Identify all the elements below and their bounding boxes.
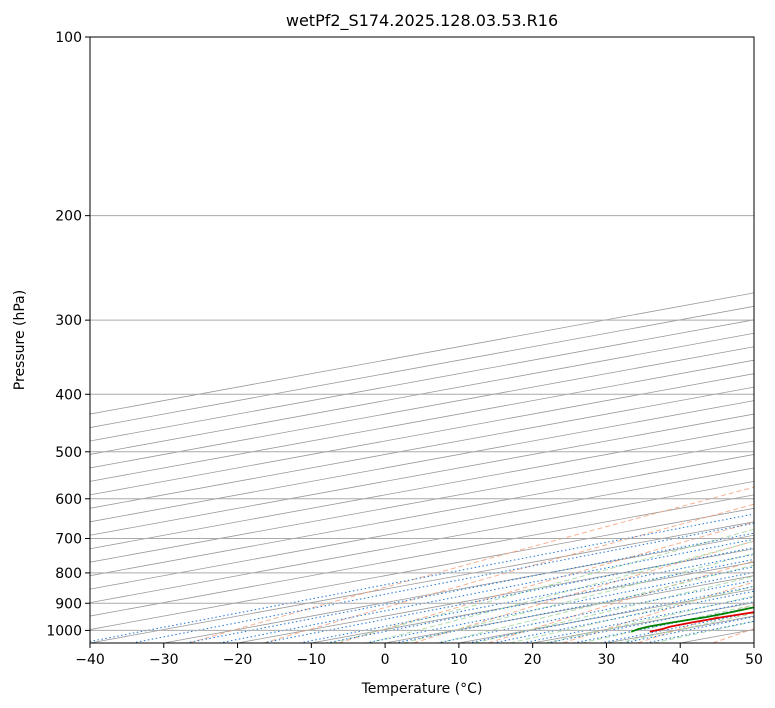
y-tick-label: 200 xyxy=(55,209,82,225)
mixing-ratio-line xyxy=(132,522,754,643)
x-tick-label: −30 xyxy=(149,652,179,668)
y-tick-label: 500 xyxy=(55,445,82,461)
isotherm-line xyxy=(90,332,754,455)
isotherm-line xyxy=(90,507,754,630)
mixing-ratio-line xyxy=(436,579,754,643)
x-tick-label: −10 xyxy=(297,652,327,668)
x-tick-label: −40 xyxy=(75,652,105,668)
moist-adiabat-line xyxy=(403,552,754,643)
y-tick-label: 100 xyxy=(55,30,82,46)
y-tick-label: 700 xyxy=(55,532,82,548)
mixing-ratio-line xyxy=(365,566,754,643)
moist-adiabat-line xyxy=(474,575,754,643)
x-tick-label: 10 xyxy=(450,652,468,668)
isotherm-line xyxy=(90,440,754,563)
x-tick-label: 30 xyxy=(598,652,616,668)
x-tick-label: −20 xyxy=(223,652,253,668)
y-tick-label: 1000 xyxy=(46,623,82,639)
isotherm-line xyxy=(90,480,754,604)
x-tick-label: 0 xyxy=(381,652,390,668)
y-axis: 100 200 300 400 500 600 700 800 900 1000 xyxy=(46,30,90,639)
y-tick-label: 900 xyxy=(55,596,82,612)
x-tick-label: 50 xyxy=(745,652,763,668)
mixing-ratio-line xyxy=(394,571,754,643)
isotherm-line xyxy=(90,521,754,643)
isotherm-line xyxy=(90,454,754,577)
y-tick-label: 400 xyxy=(55,387,82,403)
isotherm-line xyxy=(90,292,754,415)
mixing-ratio-line xyxy=(468,585,754,643)
x-tick-label: 40 xyxy=(671,652,689,668)
background-lines xyxy=(90,292,754,643)
isotherm-line xyxy=(90,319,754,442)
x-tick-label: 20 xyxy=(524,652,542,668)
x-axis-label: Temperature (°C) xyxy=(361,681,483,697)
moist-adiabat-line xyxy=(332,528,754,643)
isotherm-line xyxy=(90,494,754,617)
y-axis-label: Pressure (hPa) xyxy=(12,290,28,390)
plot-frame xyxy=(89,36,755,644)
mixing-ratio-line xyxy=(90,513,754,642)
isotherm-line xyxy=(90,467,754,590)
y-grid xyxy=(90,37,754,631)
y-tick-label: 600 xyxy=(55,492,82,508)
x-axis: −40 −30 −20 −10 0 10 20 30 40 50 xyxy=(75,643,763,668)
isotherm-line xyxy=(163,534,754,643)
isotherm-line xyxy=(90,305,754,428)
chart-title: wetPf2_S174.2025.128.03.53.R16 xyxy=(286,11,558,31)
y-tick-label: 300 xyxy=(55,313,82,329)
y-tick-label: 800 xyxy=(55,566,82,582)
isotherm-line xyxy=(90,427,754,550)
